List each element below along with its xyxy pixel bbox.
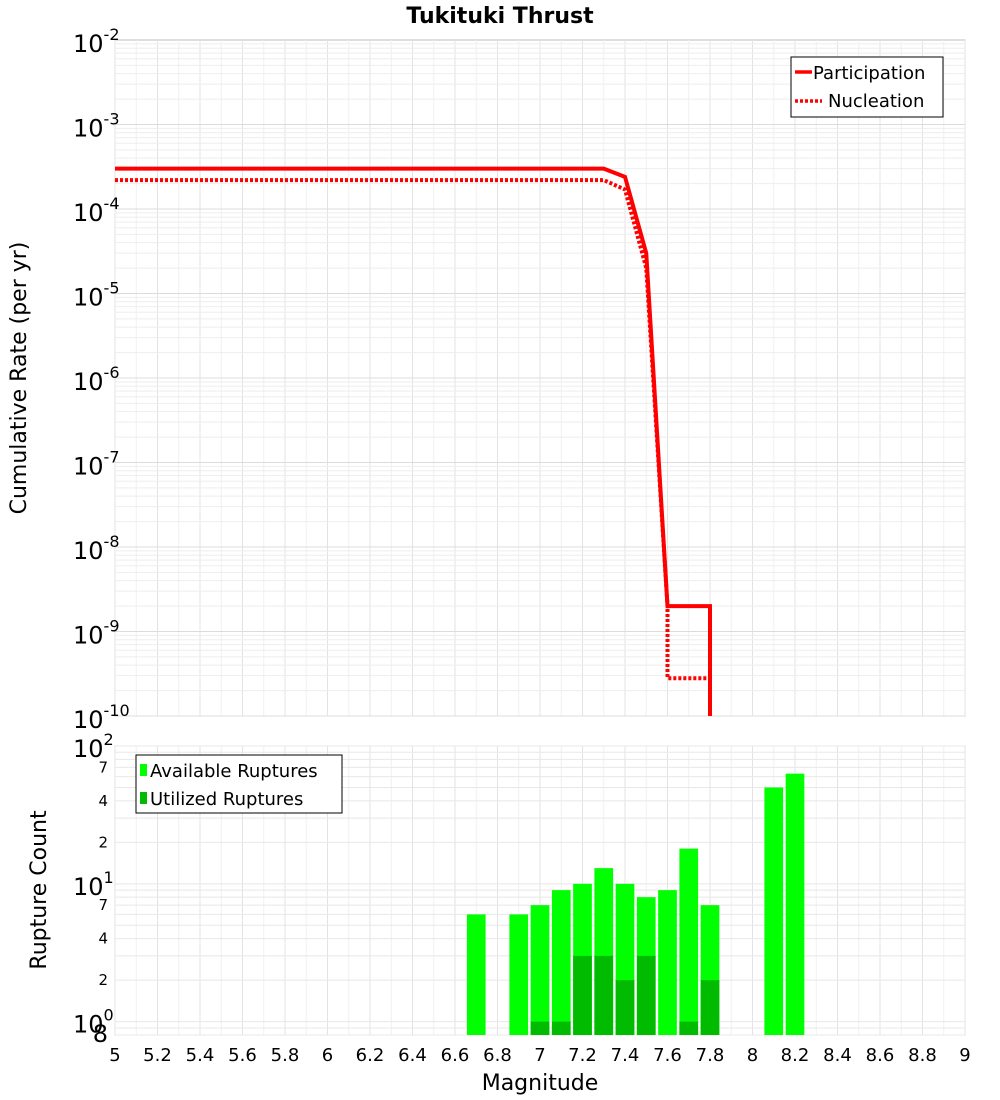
x-tick-label: 7.6 [653, 1045, 682, 1066]
rate-grid [114, 40, 966, 717]
available-bar [466, 914, 486, 1035]
y-tick-label: 101 [73, 868, 114, 901]
rate-y-axis-label: Cumulative Rate (per yr) [7, 242, 32, 515]
nucleation-legend-label: Nucleation [828, 91, 924, 112]
utilized-bar [573, 955, 592, 1035]
y-tick-label: 10-10 [73, 701, 130, 734]
x-tick-label: 6.8 [483, 1045, 512, 1066]
utilized-bar [551, 1021, 571, 1035]
count-legend-box [135, 754, 343, 814]
x-tick-label: 9 [959, 1045, 970, 1066]
x-tick-label: 8 [747, 1045, 758, 1066]
utilized-legend-swatch [140, 792, 147, 804]
y-tick-label: 102 [73, 730, 114, 763]
count-y-axis-label: Rupture Count [27, 810, 52, 970]
x-tick-label: 6.4 [398, 1045, 427, 1066]
x-tick-label: 6.6 [441, 1045, 470, 1066]
count-y-ticks: 102 101 100 7 4 2 7 4 2 8 [73, 730, 114, 1048]
y-tick-label: 2 [98, 833, 108, 851]
chart-title: Tukituki Thrust [406, 4, 594, 29]
available-bar [785, 773, 805, 1035]
available-bar [764, 787, 784, 1035]
available-bar [509, 914, 529, 1035]
utilized-bar [679, 1021, 699, 1035]
utilized-bar [636, 955, 656, 1035]
y-tick-label: 10-5 [73, 279, 120, 312]
rate-plot: 10-2 10-3 10-4 10-5 10-6 10-7 10-8 10-9 10-10 Cu… [7, 25, 966, 734]
rate-lines [115, 166, 712, 716]
y-tick-label: 10-9 [73, 617, 120, 650]
x-axis-label: Magnitude [482, 1071, 599, 1096]
utilized-bar [700, 980, 720, 1035]
y-tick-label: 10-7 [73, 448, 120, 481]
x-tick-label: 8.2 [781, 1045, 810, 1066]
available-bar [530, 905, 550, 1035]
x-tick-label: 8.6 [866, 1045, 895, 1066]
x-tick-label: 5.8 [271, 1045, 300, 1066]
y-tick-label: 10-3 [73, 110, 120, 143]
y-tick-label: 2 [98, 971, 108, 989]
x-tick-label: 5.6 [228, 1045, 257, 1066]
count-bars [466, 773, 805, 1035]
rate-y-ticks: 10-2 10-3 10-4 10-5 10-6 10-7 10-8 10-9 10-10 [73, 25, 130, 734]
x-tick-label: 7 [534, 1045, 545, 1066]
y-tick-label: 10-2 [73, 25, 120, 58]
x-tick-label: 5.2 [143, 1045, 172, 1066]
rate-legend-box [790, 56, 944, 118]
x-tick-label: 7.8 [696, 1045, 725, 1066]
y-tick-label: 4 [98, 930, 108, 948]
utilized-legend-label: Utilized Ruptures [150, 789, 303, 810]
y-tick-label: 7 [98, 896, 108, 914]
x-tick-label: 6 [322, 1045, 333, 1066]
x-tick-label: 7.4 [611, 1045, 640, 1066]
utilized-bar [530, 1021, 550, 1035]
x-tick-label: 5 [109, 1045, 120, 1066]
y-tick-label: 4 [98, 792, 108, 810]
y-tick-label: 100 [73, 1006, 114, 1039]
participation-legend-label: Participation [813, 63, 925, 84]
y-tick-label: 8 [93, 1020, 108, 1048]
x-tick-label: 6.2 [356, 1045, 385, 1066]
x-tick-label: 8.4 [823, 1045, 852, 1066]
available-bar [658, 890, 677, 1035]
y-tick-label: 7 [98, 758, 108, 776]
utilized-bar [615, 980, 635, 1035]
utilized-bar [594, 955, 614, 1035]
y-tick-label: 10-4 [73, 194, 120, 227]
rate-legend: Participation Nucleation [790, 56, 944, 118]
participation-line [115, 166, 712, 716]
y-tick-label: 10-8 [73, 532, 120, 565]
y-tick-label: 10-6 [73, 363, 120, 396]
available-bar [551, 890, 571, 1035]
x-tick-label: 5.4 [186, 1045, 215, 1066]
available-legend-swatch [140, 764, 147, 776]
available-bar [679, 848, 699, 1035]
available-legend-label: Available Ruptures [150, 761, 318, 782]
count-x-ticks: 5 5.2 5.4 5.6 5.8 6 6.2 6.4 6.6 6.8 7 7.2 7.4 7.6 7.8 8… [109, 1045, 970, 1066]
count-legend: Available Ruptures Utilized Ruptures [135, 754, 343, 814]
x-tick-label: 7.2 [568, 1045, 597, 1066]
count-plot: 102 101 100 7 4 2 7 4 2 8 5 5.2 5.4 5.6 5.8 6 6.2 6.4 6.6… [27, 730, 971, 1096]
nucleation-line [115, 178, 712, 716]
x-tick-label: 8.8 [908, 1045, 937, 1066]
